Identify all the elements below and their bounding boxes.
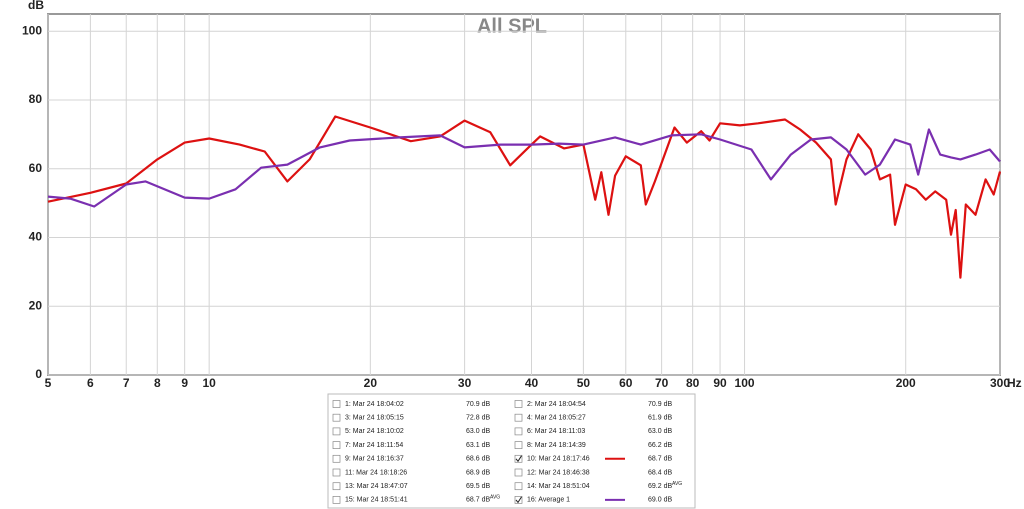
legend-name: 8: Mar 24 18:14:39 [527, 442, 586, 449]
legend-checkbox[interactable] [514, 454, 523, 463]
legend-value: 66.2 dB [648, 442, 672, 449]
legend-checkbox[interactable] [514, 468, 523, 477]
legend-check [515, 496, 522, 504]
legend-checkbox[interactable] [514, 413, 523, 422]
legend-value: 69.5 dB [466, 483, 490, 490]
legend-name: 4: Mar 24 18:05:27 [527, 415, 586, 422]
legend-checkbox[interactable] [514, 400, 523, 408]
x-tick-label: 90 [713, 376, 727, 390]
legend-checkbox[interactable] [514, 441, 523, 449]
legend-value: 68.7 dB [648, 456, 672, 463]
legend-checkbox[interactable] [332, 400, 341, 408]
x-tick-label: 50 [577, 376, 591, 390]
legend-checkbox[interactable] [332, 468, 341, 477]
legend-value: 70.9 dB [648, 401, 672, 408]
y-tick-label: 80 [29, 92, 43, 106]
legend-value: 68.4 dB [648, 469, 672, 476]
legend-checkbox[interactable] [332, 413, 341, 422]
legend-checkbox[interactable] [514, 427, 523, 436]
legend-suffix: AVG [490, 495, 500, 501]
legend-value: 68.7 dB [466, 497, 490, 504]
legend-checkbox[interactable] [514, 482, 523, 491]
legend-check [515, 455, 522, 463]
legend-value: 69.2 dB [648, 483, 672, 490]
legend-name: 10: Mar 24 18:17:46 [527, 456, 590, 463]
legend-checkbox[interactable] [332, 441, 341, 449]
legend-name: 3: Mar 24 18:05:15 [345, 415, 404, 422]
legend-name: 12: Mar 24 18:46:38 [527, 469, 590, 476]
legend-name: 1: Mar 24 18:04:02 [345, 401, 404, 408]
x-axis-label: Hz [1007, 376, 1022, 390]
x-tick-label: 70 [655, 376, 669, 390]
legend-name: 2: Mar 24 18:04:54 [527, 401, 586, 408]
legend-suffix: AVG [672, 481, 682, 487]
x-tick-label: 9 [181, 376, 188, 390]
x-tick-label: 300 [990, 376, 1010, 390]
legend-checkbox[interactable] [332, 454, 341, 463]
legend-value: 63.1 dB [466, 442, 490, 449]
x-tick-label: 5 [45, 376, 52, 390]
legend-value: 69.0 dB [648, 497, 672, 504]
legend-checkbox[interactable] [332, 427, 341, 436]
x-tick-label: 7 [123, 376, 130, 390]
legend-name: 15: Mar 24 18:51:41 [345, 497, 408, 504]
legend-checkbox[interactable] [332, 496, 341, 504]
legend-value: 70.9 dB [466, 401, 490, 408]
x-tick-label: 60 [619, 376, 633, 390]
legend-checkbox[interactable] [514, 496, 523, 504]
legend-name: 7: Mar 24 18:11:54 [345, 442, 403, 449]
legend-value: 68.6 dB [466, 456, 490, 463]
plot-area [47, 13, 1001, 376]
legend-name: 6: Mar 24 18:11:03 [527, 428, 585, 435]
x-tick-label: 10 [202, 376, 216, 390]
legend [327, 393, 696, 509]
x-tick-label: 200 [896, 376, 916, 390]
x-tick-label: 100 [735, 376, 755, 390]
legend-value: 63.0 dB [648, 428, 672, 435]
legend-name: 13: Mar 24 18:47:07 [345, 483, 408, 490]
legend-checkbox[interactable] [332, 482, 341, 491]
legend-name: 5: Mar 24 18:10:02 [345, 428, 404, 435]
legend-value: 61.9 dB [648, 415, 672, 422]
x-tick-label: 40 [525, 376, 539, 390]
legend-name: 14: Mar 24 18:51:04 [527, 483, 590, 490]
x-tick-label: 8 [154, 376, 161, 390]
legend-name: 16: Average 1 [527, 497, 570, 504]
chart-title: All SPL [477, 15, 547, 37]
y-tick-label: 100 [22, 23, 42, 37]
y-tick-label: 40 [29, 230, 43, 244]
x-tick-label: 20 [364, 376, 378, 390]
legend-value: 68.9 dB [466, 469, 490, 476]
y-tick-label: 0 [35, 367, 42, 381]
legend-value: 72.8 dB [466, 415, 490, 422]
legend-name: 11: Mar 24 18:18:26 [345, 469, 407, 476]
series-line [47, 128, 1001, 208]
legend-value: 63.0 dB [466, 428, 490, 435]
x-tick-label: 30 [458, 376, 472, 390]
y-tick-label: 20 [29, 298, 43, 312]
x-tick-label: 80 [686, 376, 700, 390]
legend-name: 9: Mar 24 18:16:37 [345, 456, 404, 463]
y-axis-label: dB [28, 0, 44, 12]
x-tick-label: 6 [87, 376, 94, 390]
y-tick-label: 60 [29, 161, 43, 175]
